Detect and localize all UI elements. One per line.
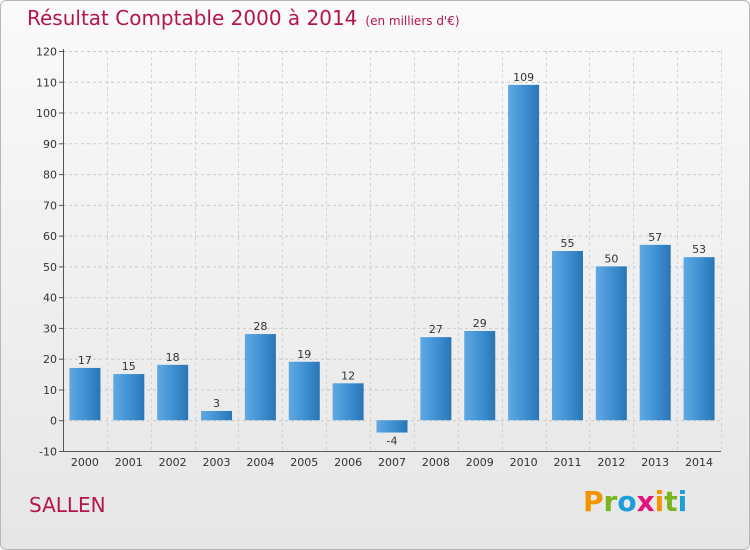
logo-letter: x xyxy=(636,485,655,518)
bars xyxy=(69,84,715,433)
y-tick-label: 80 xyxy=(43,169,57,182)
axes: -10 0 10 20 30 40 50 60 70 80 90 100 110 120 2000 2001 2… xyxy=(36,46,721,469)
logo-letter: r xyxy=(603,485,618,518)
y-tick-label: 40 xyxy=(43,292,57,305)
x-tick-label: 2004 xyxy=(246,456,274,469)
bar xyxy=(288,361,320,421)
y-tick-label: 50 xyxy=(43,261,57,274)
place-name: SALLEN xyxy=(29,493,106,517)
bar xyxy=(244,334,276,421)
x-tick-label: 2000 xyxy=(71,456,99,469)
bar xyxy=(683,257,715,421)
y-tick-label: 70 xyxy=(43,199,57,212)
bar xyxy=(69,367,101,421)
bar xyxy=(332,383,364,421)
x-tick-label: 2001 xyxy=(115,456,143,469)
chart-title-text: Résultat Comptable 2000 à 2014 xyxy=(27,6,358,30)
data-label: 12 xyxy=(341,369,355,382)
data-label: 3 xyxy=(213,397,220,410)
bar xyxy=(639,244,671,421)
bar xyxy=(508,84,540,421)
logo-letter: t xyxy=(664,485,678,518)
data-label: 28 xyxy=(253,320,267,333)
data-labels: 17 15 18 3 28 19 12 -4 27 29 109 55 50 57 53 xyxy=(78,71,706,448)
x-tick-label: 2006 xyxy=(334,456,362,469)
proxiti-logo: Proxiti xyxy=(583,485,687,518)
x-tick-label: 2011 xyxy=(553,456,581,469)
x-tick-label: 2009 xyxy=(466,456,494,469)
data-label: 27 xyxy=(429,323,443,336)
y-tick-label: 120 xyxy=(36,46,57,59)
bar xyxy=(201,411,233,421)
bar xyxy=(420,337,452,421)
logo-letter: i xyxy=(677,485,688,518)
chart-title: Résultat Comptable 2000 à 2014 (en millie… xyxy=(27,6,460,30)
y-tick-label: 90 xyxy=(43,138,57,151)
data-label: 57 xyxy=(648,231,662,244)
logo-letter: o xyxy=(617,485,637,518)
bar xyxy=(595,266,627,421)
data-label: 19 xyxy=(297,348,311,361)
bar xyxy=(113,374,145,421)
x-tick-label: 2003 xyxy=(203,456,231,469)
x-tick-label: 2002 xyxy=(159,456,187,469)
y-tick-label: 0 xyxy=(50,415,57,428)
y-tick-label: 10 xyxy=(43,384,57,397)
x-tick-label: 2014 xyxy=(685,456,713,469)
x-tick-label: 2013 xyxy=(641,456,669,469)
logo-letter: i xyxy=(654,485,665,518)
data-label: 109 xyxy=(513,71,534,84)
y-tick-label: 100 xyxy=(36,107,57,120)
logo-letter: P xyxy=(583,485,604,518)
bar xyxy=(551,251,583,421)
y-tick-label: -10 xyxy=(39,446,57,459)
bar xyxy=(376,420,408,433)
data-label: 29 xyxy=(473,317,487,330)
data-label: 17 xyxy=(78,354,92,367)
x-tick-label: 2008 xyxy=(422,456,450,469)
bar xyxy=(464,331,496,421)
bar xyxy=(157,364,189,421)
data-label: 18 xyxy=(166,351,180,364)
y-tick-label: 60 xyxy=(43,230,57,243)
x-tick-label: 2012 xyxy=(597,456,625,469)
x-tick-label: 2010 xyxy=(510,456,538,469)
x-tick-label: 2007 xyxy=(378,456,406,469)
y-tick-label: 110 xyxy=(36,76,57,89)
chart-unit: (en milliers d'€) xyxy=(365,14,460,28)
data-label: 50 xyxy=(604,252,618,265)
data-label: -4 xyxy=(387,435,398,448)
data-label: 53 xyxy=(692,243,706,256)
x-tick-label: 2005 xyxy=(290,456,318,469)
y-tick-label: 30 xyxy=(43,322,57,335)
data-label: 15 xyxy=(122,360,136,373)
y-tick-label: 20 xyxy=(43,353,57,366)
data-label: 55 xyxy=(560,237,574,250)
